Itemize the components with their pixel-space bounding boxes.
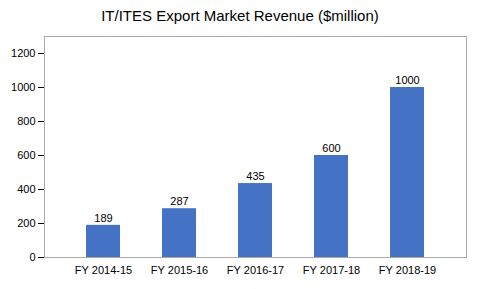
svg-text:287: 287 — [170, 195, 188, 207]
svg-text:435: 435 — [246, 170, 264, 182]
svg-text:FY 2017-18: FY 2017-18 — [303, 264, 360, 276]
svg-text:0: 0 — [29, 251, 35, 263]
svg-text:1200: 1200 — [11, 47, 35, 59]
svg-text:600: 600 — [322, 142, 340, 154]
svg-text:FY 2016-17: FY 2016-17 — [227, 264, 284, 276]
html-text:IT/ITES Export Market Revenue: IT/ITES Export Market Revenue ($million) — [101, 7, 379, 24]
svg-text:FY 2015-16: FY 2015-16 — [151, 264, 208, 276]
svg-text:1000: 1000 — [11, 81, 35, 93]
svg-text:189: 189 — [94, 212, 112, 224]
svg-text:1000: 1000 — [395, 74, 419, 86]
svg-text:200: 200 — [17, 217, 35, 229]
svg-text:800: 800 — [17, 115, 35, 127]
svg-text:400: 400 — [17, 183, 35, 195]
svg-text:600: 600 — [17, 149, 35, 161]
svg-text:FY 2018-19: FY 2018-19 — [379, 264, 436, 276]
svg-text:FY 2014-15: FY 2014-15 — [75, 264, 132, 276]
